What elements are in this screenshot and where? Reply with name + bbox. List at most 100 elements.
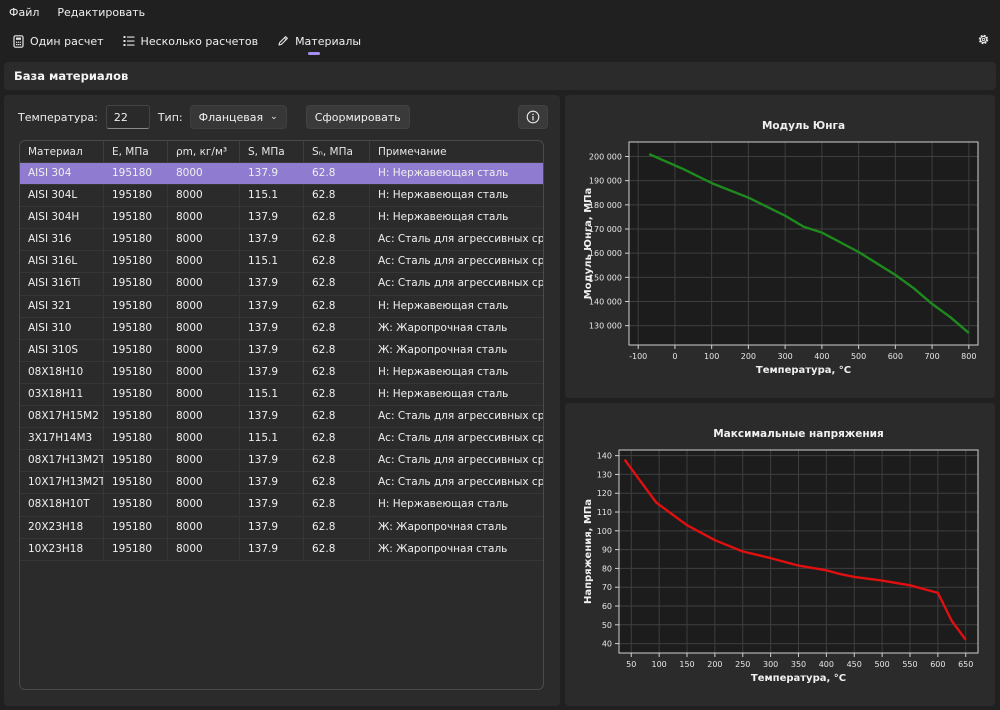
x-tick-label: 300 [777, 352, 792, 361]
table-header: Материал E, МПа ρm, кг/м³ S, МПа Sₙ, МПа Прим… [20, 141, 543, 163]
table-row[interactable]: 08Х18Н10 195180 8000 137.9 62.8 Н: Нержавеюща… [20, 361, 543, 384]
x-tick-label: 400 [814, 352, 829, 361]
table-cell: 8000 [168, 361, 240, 383]
plot-border [618, 449, 979, 654]
nav-materials[interactable]: Материалы [277, 26, 361, 56]
table-cell: 137.9 [240, 472, 304, 494]
table-row[interactable]: 20Х23Н18 195180 8000 137.9 62.8 Ж: Жаропрочна… [20, 516, 543, 539]
table-cell: 3Х17Н14М3 [20, 428, 104, 450]
settings-button[interactable] [977, 33, 990, 49]
table-cell: 8000 [168, 472, 240, 494]
nav-multiple-calc[interactable]: Несколько расчетов [123, 26, 258, 56]
table-cell: 8000 [168, 229, 240, 251]
table-cell: 195180 [104, 207, 168, 229]
menu-edit[interactable]: Редактировать [57, 5, 146, 19]
table-cell: 195180 [104, 428, 168, 450]
materials-panel: Температура: Тип: Фланцевая ⌄ Сформирова… [4, 95, 560, 706]
column-header[interactable]: Sₙ, МПа [304, 141, 370, 163]
youngs-modulus-panel: Модуль Юнга -100 0 100 200 300 400 500 600 700 800… [565, 95, 995, 398]
y-tick-label: 40 [602, 640, 612, 649]
table-cell: AISI 310S [20, 339, 104, 361]
table-cell: 8000 [168, 494, 240, 516]
table-cell: 62.8 [304, 472, 370, 494]
table-row[interactable]: AISI 316 195180 8000 137.9 62.8 Ас: Сталь для… [20, 229, 543, 252]
y-tick-label: 180 000 [589, 201, 622, 210]
y-tick-label: 80 [602, 564, 612, 573]
table-cell: 8000 [168, 339, 240, 361]
x-tick-label: 350 [791, 660, 806, 669]
x-tick-label: 800 [961, 352, 976, 361]
table-cell: 62.8 [304, 538, 370, 560]
table-cell: 62.8 [304, 251, 370, 273]
type-dropdown[interactable]: Фланцевая ⌄ [189, 105, 287, 129]
table-cell: AISI 316Ti [20, 273, 104, 295]
table-row[interactable]: 3Х17Н14М3 195180 8000 115.1 62.8 Ас: Сталь дл… [20, 428, 543, 451]
table-cell: AISI 316L [20, 251, 104, 273]
table-cell: 10Х23Н18 [20, 538, 104, 560]
column-header[interactable]: E, МПа [104, 141, 168, 163]
y-axis-label: Напряжения, МПа [583, 499, 594, 604]
table-cell: 137.9 [240, 229, 304, 251]
menu-bar: Файл Редактировать [0, 0, 1000, 24]
table-cell: 195180 [104, 251, 168, 273]
column-header[interactable]: ρm, кг/м³ [168, 141, 240, 163]
table-cell: Ас: Сталь для агрессивных сред [378, 233, 543, 246]
table-cell: 62.8 [304, 450, 370, 472]
table-cell: 137.9 [240, 361, 304, 383]
x-tick-label: 200 [707, 660, 722, 669]
column-header[interactable]: Примечание [378, 146, 447, 158]
table-row[interactable]: AISI 316Ti 195180 8000 137.9 62.8 Ас: Сталь д… [20, 273, 543, 296]
table-row[interactable]: AISI 310 195180 8000 137.9 62.8 Ж: Жаропрочна… [20, 317, 543, 340]
plot-area [628, 141, 979, 346]
x-axis-label: Температура, °C [751, 673, 846, 684]
menu-file[interactable]: Файл [9, 5, 40, 19]
table-cell: Н: Нержавеющая сталь [378, 299, 509, 312]
table-row[interactable]: 08Х17Н15М2 195180 8000 137.9 62.8 Ас: Сталь д… [20, 406, 543, 429]
table-cell: 8000 [168, 163, 240, 184]
table-cell: 8000 [168, 207, 240, 229]
table-cell: 137.9 [240, 450, 304, 472]
table-row[interactable]: AISI 310S 195180 8000 137.9 62.8 Ж: Жаропрочн… [20, 339, 543, 362]
table-cell: 195180 [104, 295, 168, 317]
section-header: База материалов [4, 62, 996, 90]
generate-button[interactable]: Сформировать [305, 105, 410, 129]
table-row[interactable]: 08Х17Н13М2Т 195180 8000 137.9 62.8 Ас: Сталь … [20, 450, 543, 473]
toolbar: Температура: Тип: Фланцевая ⌄ Сформирова… [18, 105, 548, 129]
table-cell: 8000 [168, 538, 240, 560]
active-tab-indicator [308, 52, 321, 55]
table-row[interactable]: 03Х18Н11 195180 8000 115.1 62.8 Н: Нержавеюща… [20, 383, 543, 407]
table-cell: 195180 [104, 163, 168, 184]
x-tick-label: 200 [741, 352, 756, 361]
table-row[interactable]: 08Х18Н10Т 195180 8000 137.9 62.8 Н: Нержавеющ… [20, 494, 543, 517]
table-cell: 137.9 [240, 494, 304, 516]
type-dropdown-value: Фланцевая [198, 110, 264, 124]
nav-materials-label: Материалы [295, 34, 362, 48]
table-cell: 115.1 [240, 383, 304, 405]
x-tick-label: 150 [679, 660, 694, 669]
table-row[interactable]: 10Х17Н13М2Т 195180 8000 137.9 62.8 Ас: Сталь … [20, 472, 543, 495]
nav-single-calc[interactable]: Один расчет [13, 26, 104, 56]
column-header[interactable]: S, МПа [240, 141, 304, 163]
table-row[interactable]: AISI 304 195180 8000 137.9 62.8 Н: Нержавеюща… [20, 163, 543, 186]
table-cell: Н: Нержавеющая сталь [378, 211, 509, 224]
table-cell: Н: Нержавеющая сталь [378, 365, 509, 378]
table-cell: 8000 [168, 317, 240, 339]
table-row[interactable]: AISI 304L 195180 8000 115.1 62.8 Н: Нержавеющ… [20, 185, 543, 208]
temperature-input[interactable] [105, 105, 150, 129]
y-tick-label: 130 [597, 470, 612, 479]
table-cell: 137.9 [240, 295, 304, 317]
table-row[interactable]: AISI 304H 195180 8000 137.9 62.8 Н: Нержавеющ… [20, 207, 543, 230]
y-tick-label: 150 000 [589, 273, 622, 282]
table-row[interactable]: AISI 321 195180 8000 137.9 62.8 Н: Нержавеюща… [20, 295, 543, 318]
chevron-down-icon: ⌄ [270, 112, 278, 122]
table-body: AISI 304 195180 8000 137.9 62.8 Н: Нержавеюща… [20, 163, 543, 561]
series-line [623, 458, 967, 641]
column-header[interactable]: Материал [20, 141, 104, 163]
info-button[interactable] [518, 105, 548, 129]
table-row[interactable]: 10Х23Н18 195180 8000 137.9 62.8 Ж: Жаропрочна… [20, 538, 543, 561]
table-cell: Н: Нержавеющая сталь [378, 387, 509, 400]
youngs-modulus-chart: Модуль Юнга -100 0 100 200 300 400 500 600 700 800… [583, 120, 979, 376]
table-row[interactable]: AISI 316L 195180 8000 115.1 62.8 Ас: Сталь дл… [20, 251, 543, 274]
table-cell: AISI 321 [20, 295, 104, 317]
table-cell: 195180 [104, 472, 168, 494]
